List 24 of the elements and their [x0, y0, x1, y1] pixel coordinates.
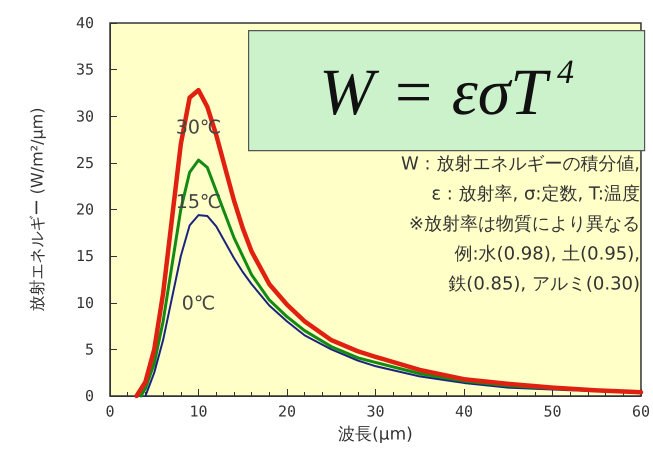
y-tick-label: 25 [76, 154, 94, 172]
x-tick-label: 60 [632, 402, 650, 420]
y-tick-label: 35 [76, 60, 94, 79]
x-tick-label: 20 [278, 402, 296, 420]
annotation: ε : 放射率, σ:定数, T:温度 [431, 184, 640, 204]
annotation: W : 放射エネルギーの積分値, [400, 154, 640, 174]
series-label: 0℃ [182, 292, 216, 315]
y-axis-title: 放射エネルギー (W/m²/μm) [28, 108, 46, 312]
y-tick-label: 0 [84, 387, 94, 405]
x-axis-title: 波長(μm) [338, 424, 413, 444]
x-tick-label: 10 [189, 402, 208, 420]
y-tick-label: 5 [84, 340, 94, 358]
y-tick-label: 10 [76, 294, 94, 312]
x-tick-label: 30 [366, 402, 385, 420]
annotation: 例:水(0.98), 土(0.95), [454, 244, 640, 264]
x-tick-label: 40 [454, 402, 474, 420]
y-tick-label: 15 [76, 247, 94, 266]
y-tick-label: 20 [76, 200, 94, 218]
annotation: 鉄(0.85), アルミ(0.30) [448, 274, 640, 294]
x-tick-label: 50 [543, 402, 562, 420]
y-tick-label: 40 [76, 14, 94, 32]
y-tick-label: 30 [76, 107, 94, 126]
annotation: ※放射率は物質により異なる [408, 214, 640, 234]
x-tick-label: 0 [105, 402, 115, 420]
